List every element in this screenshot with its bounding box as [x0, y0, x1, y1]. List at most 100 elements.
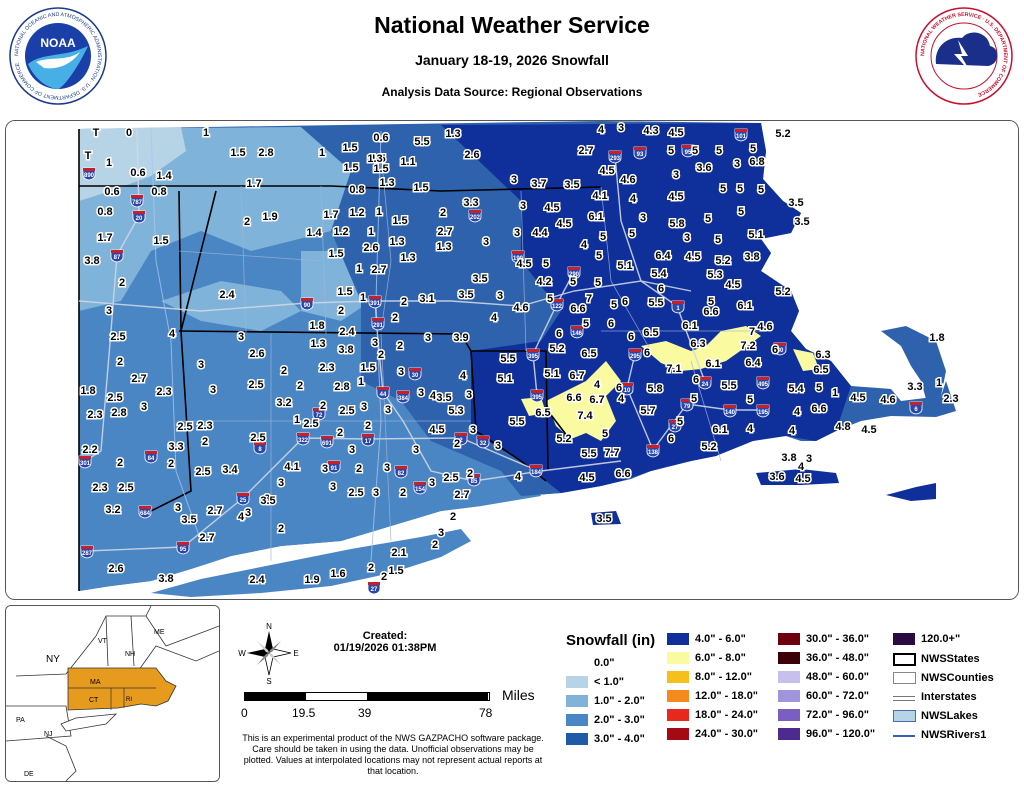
snowfall-observation: 6.5: [813, 364, 828, 376]
route-number: 95: [180, 547, 187, 553]
snowfall-observation: 3: [384, 462, 390, 474]
snowfall-observation: 2: [365, 420, 371, 432]
legend-overlay-swatch: [893, 710, 916, 722]
snowfall-observation: 5.4: [788, 383, 804, 395]
snowfall-observation: 3: [684, 232, 690, 244]
route-number: 890: [84, 173, 95, 179]
snowfall-observation: 2.3: [92, 482, 107, 494]
snowfall-observation: 3.8: [781, 452, 796, 464]
snowfall-observation: 2.5: [339, 405, 354, 417]
route-shield: 684: [138, 505, 152, 519]
snowfall-observation: 3.5: [472, 273, 487, 285]
legend-swatch: [778, 690, 800, 702]
snowfall-observation: 4.5: [599, 165, 614, 177]
snowfall-observation: 2: [397, 340, 403, 352]
snowfall-observation: 5: [570, 276, 576, 288]
legend-swatch: [667, 652, 689, 664]
route-shield: 95: [176, 541, 190, 555]
snowfall-observation: 2: [297, 380, 303, 392]
snowfall-observation: 1.5: [388, 565, 403, 577]
snowfall-observation: 3: [520, 200, 526, 212]
snowfall-observation: 4.5: [668, 127, 683, 139]
snowfall-observation: 5: [595, 277, 601, 289]
snowfall-observation: 4.6: [620, 174, 635, 186]
route-number: 691: [322, 441, 333, 447]
legend-label: 0.0": [594, 657, 615, 669]
legend-label: 8.0" - 12.0": [695, 671, 752, 683]
route-shield: 122: [550, 298, 564, 312]
scale-tick-1: 19.5: [292, 706, 316, 720]
route-shield: 32: [476, 435, 490, 449]
snowfall-observation: 2: [119, 277, 125, 289]
route-shield: 25: [236, 492, 250, 506]
route-number: 27: [672, 425, 679, 431]
snowfall-observation: 4.5: [685, 251, 700, 263]
snowfall-observation: 3: [483, 236, 489, 248]
route-shield: 787: [130, 194, 144, 208]
route-shield: 30: [408, 367, 422, 381]
snowfall-observation: 1: [832, 387, 838, 399]
route-number: 79: [684, 404, 691, 410]
snowfall-observation: 2: [117, 356, 123, 368]
snowfall-observation: 3.1: [419, 293, 434, 305]
route-shield: 6: [909, 401, 923, 415]
rivers: [150, 128, 382, 562]
snowfall-observation: 1.5: [413, 182, 428, 194]
inset-label-de: DE: [24, 771, 34, 778]
snowfall-observation: 3: [514, 227, 520, 239]
route-shield: 95: [681, 144, 695, 158]
scale-tick-2: 39: [358, 706, 372, 720]
snowfall-observation: 7.1: [666, 363, 681, 375]
snowfall-observation: 4.6: [880, 394, 895, 406]
snowfall-observation: 5: [715, 234, 721, 246]
legend-overlay-label: NWSLakes: [921, 710, 978, 722]
route-shield: 190: [511, 250, 525, 264]
route-number: 95: [685, 150, 692, 156]
snowfall-observation: 4.8: [835, 421, 850, 433]
snowfall-observation: 5.2: [775, 128, 790, 140]
snowfall-observation: 2: [278, 523, 284, 535]
snowfall-observation: 1.5: [328, 248, 343, 260]
snowfall-observation: 4: [594, 379, 601, 391]
legend-swatch: [667, 633, 689, 645]
snowfall-observation: 1.5: [373, 163, 388, 175]
snowfall-observation: 0.8: [97, 206, 112, 218]
route-number: 2: [459, 438, 463, 444]
snowfall-observation: 2: [450, 511, 456, 523]
snowfall-observation: 6.6: [811, 403, 826, 415]
snowfall-observation: 3: [349, 444, 355, 456]
snowfall-observation: 6.1: [682, 320, 697, 332]
snowfall-observation: 2: [392, 312, 398, 324]
snowfall-observation: 2: [381, 571, 387, 583]
snowfall-observation: 2.5: [195, 466, 210, 478]
snowfall-observation: 1.5: [230, 147, 245, 159]
snowfall-observation: 5.3: [448, 405, 463, 417]
snowfall-observation: 6.6: [570, 303, 585, 315]
snowfall-observation: 5.2: [556, 433, 571, 445]
route-shield: 101: [734, 128, 748, 142]
snowfall-observation: 1.3: [400, 252, 415, 264]
snowfall-observation: 2.4: [339, 326, 355, 338]
route-number: 384: [398, 396, 409, 402]
snowfall-observation: 1.3: [367, 153, 382, 165]
snowfall-observation: 3.5: [794, 216, 809, 228]
legend-swatch: [667, 671, 689, 683]
snowfall-observation: 3: [278, 477, 284, 489]
route-number: 291: [373, 323, 384, 329]
snowfall-observation: 3: [734, 158, 740, 170]
legend-swatch: [566, 695, 588, 707]
snowfall-observation: 2.5: [118, 482, 133, 494]
snowfall-observation: 3.2: [105, 504, 120, 516]
snowfall-observation: 2.8: [111, 407, 126, 419]
route-number: 395: [528, 354, 539, 360]
snowfall-observation: 4: [794, 406, 801, 418]
snowfall-observation: 4.1: [592, 190, 607, 202]
snowfall-observation: 3.4: [222, 464, 238, 476]
scale-tick-3: 78: [479, 706, 493, 720]
snowfall-observation: 6: [644, 347, 650, 359]
snowfall-observation: 5.1: [497, 373, 512, 385]
snowfall-observation: 2.3: [943, 393, 958, 405]
snowfall-observation: 2: [440, 207, 446, 219]
route-number: 295: [630, 354, 641, 360]
